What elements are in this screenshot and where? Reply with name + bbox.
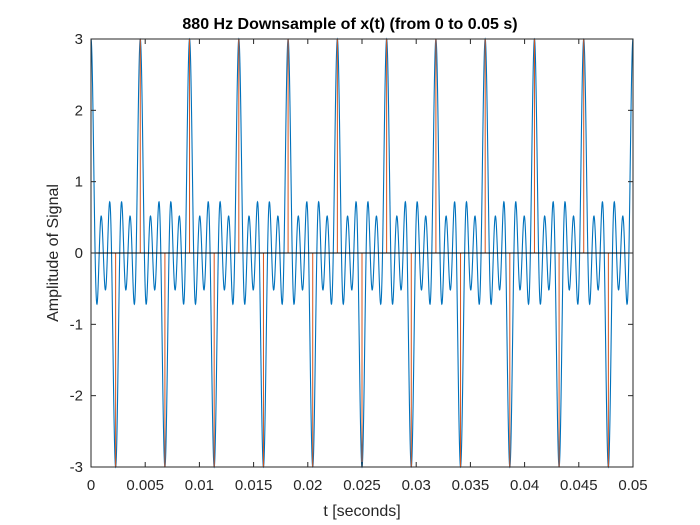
x-tick-label: 0	[87, 477, 95, 494]
x-tick-label: 0.04	[510, 477, 539, 494]
y-axis-label: Amplitude of Signal	[45, 184, 62, 322]
y-tick-label: 2	[75, 102, 83, 119]
x-tick-label: 0.015	[235, 477, 273, 494]
axis-ticks: 0 0.005 0.01 0.015 0.02 0.025 0.03 0.035 0.04 0.0…	[70, 31, 648, 494]
x-tick-label: 0.01	[185, 477, 214, 494]
x-tick-label: 0.045	[560, 477, 598, 494]
y-tick-label: -3	[70, 459, 83, 476]
x-tick-label: 0.02	[293, 477, 322, 494]
y-tick-label: 3	[75, 31, 83, 48]
chart-title: 880 Hz Downsample of x(t) (from 0 to 0.0…	[182, 16, 517, 33]
x-tick-label: 0.005	[126, 477, 164, 494]
x-tick-label: 0.025	[343, 477, 381, 494]
plot-lines	[90, 37, 634, 469]
y-tick-label: 1	[75, 174, 83, 191]
x-tick-label: 0.05	[618, 477, 647, 494]
y-tick-label: 0	[75, 245, 83, 262]
x-axis-label: t [seconds]	[323, 503, 400, 520]
x-tick-label: 0.035	[452, 477, 490, 494]
y-tick-label: -2	[70, 388, 83, 405]
y-tick-label: -1	[70, 316, 83, 333]
x-tick-label: 0.03	[402, 477, 431, 494]
